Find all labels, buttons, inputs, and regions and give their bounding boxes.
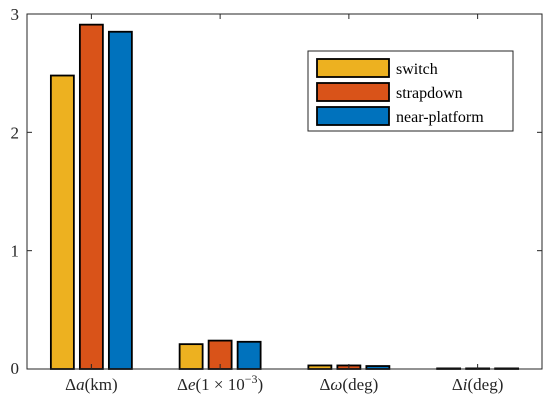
bar-switch-2	[307, 364, 333, 370]
legend-swatch-near-platform	[316, 106, 390, 126]
plot-frame	[26, 13, 543, 370]
y-tick-label: 3	[11, 5, 20, 24]
y-tick-label: 0	[11, 359, 20, 378]
bar-switch-1	[178, 343, 204, 370]
legend: switch strapdown near-platform	[307, 50, 514, 132]
legend-swatch-switch	[316, 58, 390, 78]
x-tick-label: Δi(deg)	[452, 375, 504, 394]
legend-label-near-platform: near-platform	[396, 109, 484, 126]
x-tick-label: Δe(1 × 10−3)	[177, 372, 263, 394]
y-axis: 0 1 2 3	[11, 5, 542, 378]
legend-label-strapdown: strapdown	[396, 85, 463, 102]
legend-swatch-strapdown	[316, 82, 390, 102]
bar-strapdown-0	[78, 23, 104, 370]
bar-near-platform-1	[236, 340, 262, 370]
bar-switch-0	[49, 74, 75, 370]
x-tick-label: Δω(deg)	[319, 375, 378, 394]
bar-near-platform-0	[107, 30, 133, 370]
y-tick-label: 2	[11, 123, 20, 142]
x-axis: Δa(km) Δe(1 × 10−3) Δω(deg) Δi(deg)	[65, 14, 503, 394]
x-tick-label: Δa(km)	[65, 375, 117, 394]
y-tick-label: 1	[11, 242, 20, 261]
legend-label-switch: switch	[396, 61, 438, 78]
